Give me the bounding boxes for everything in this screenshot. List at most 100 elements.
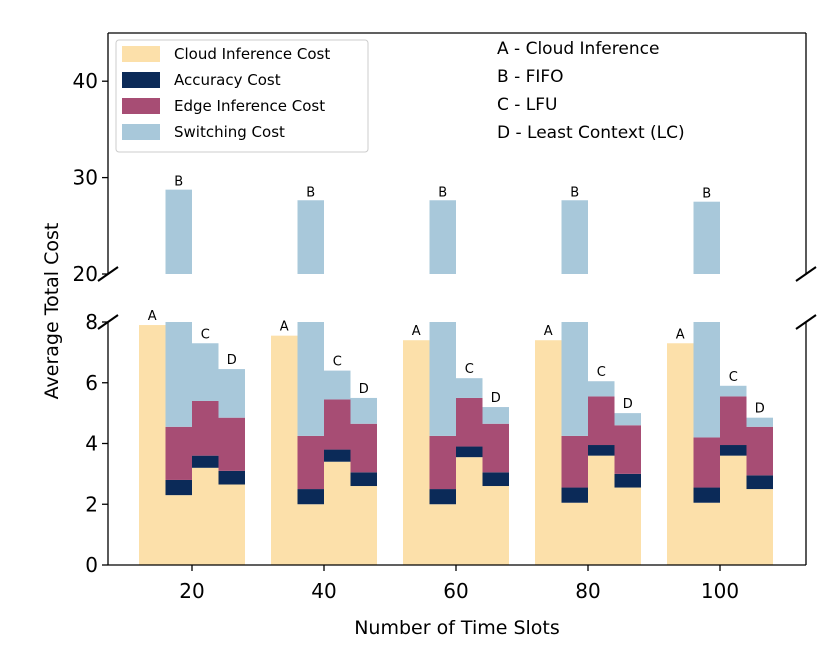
bar-segment-D-20-edge (218, 417, 245, 471)
bar-segment-A-100-cloud (667, 343, 694, 565)
method-notes: A - Cloud Inference B - FIFO C - LFU D - Le… (497, 39, 685, 143)
bar-segment-upper-B-40-switching (297, 200, 324, 274)
bar-label-A-20: A (148, 309, 157, 324)
bar-segment-upper-B-80-switching (561, 200, 588, 274)
bar-segment-B-80-cloud (561, 502, 588, 565)
bar-segment-A-60-cloud (403, 340, 430, 565)
legend-swatch-4 (122, 124, 160, 140)
bar-segment-B-80-switching (561, 322, 588, 436)
bar-segment-B-20-accuracy (165, 479, 192, 496)
legend: Cloud Inference Cost Accuracy Cost Edge In… (115, 39, 369, 153)
bar-segment-D-40-switching (350, 397, 377, 424)
bar-label-D-40: D (359, 382, 369, 397)
lower-y-tick-label-8: 8 (85, 310, 98, 334)
bar-segment-B-100-edge (693, 437, 720, 488)
bar-segment-D-20-switching (218, 369, 245, 418)
bar-segment-C-80-edge (588, 396, 615, 446)
bar-segment-C-80-accuracy (588, 445, 615, 456)
bar-segment-A-40-cloud (271, 335, 298, 565)
bar-segment-D-60-cloud (482, 486, 509, 565)
bar-label-B-80: B (570, 185, 579, 200)
bar-label-A-80: A (544, 324, 553, 339)
bar-segment-B-20-switching (165, 322, 192, 427)
bar-segment-B-100-switching (693, 322, 720, 438)
bar-segment-C-60-accuracy (456, 446, 483, 458)
method-note-3: C - LFU (497, 95, 558, 115)
x-tick-label-80: 80 (575, 579, 600, 603)
bar-label-C-80: C (597, 365, 606, 380)
bar-segment-D-20-accuracy (218, 470, 245, 485)
x-tick-label-100: 100 (701, 579, 739, 603)
bar-label-D-20: D (227, 353, 237, 368)
bar-segment-D-80-switching (614, 413, 641, 426)
legend-swatch-3 (122, 98, 160, 114)
bar-segment-D-40-edge (350, 423, 377, 473)
upper-y-tick-label-40: 40 (73, 69, 98, 93)
bar-segment-B-40-edge (297, 435, 324, 490)
bar-segment-A-20-cloud (139, 325, 166, 565)
bar-segment-D-60-edge (482, 423, 509, 473)
bar-label-C-20: C (201, 327, 210, 342)
bar-segment-B-60-switching (429, 322, 456, 436)
bar-label-D-60: D (491, 391, 501, 406)
break-mark-lower-right (795, 314, 817, 330)
bar-segment-D-80-accuracy (614, 473, 641, 488)
bar-segment-D-80-cloud (614, 487, 641, 565)
bar-segment-upper-B-60-switching (429, 200, 456, 274)
legend-label-1: Cloud Inference Cost (174, 45, 330, 63)
bar-label-D-80: D (623, 397, 633, 412)
bar-label-C-40: C (333, 355, 342, 370)
upper-y-tick-label-20: 20 (73, 262, 98, 286)
bar-segment-D-40-accuracy (350, 472, 377, 487)
bar-segment-C-80-switching (588, 381, 615, 397)
bar-label-B-60: B (438, 185, 447, 200)
bar-segment-D-60-switching (482, 407, 509, 424)
bar-label-B-20: B (174, 175, 183, 190)
bar-segment-D-100-accuracy (746, 475, 773, 490)
bar-label-A-40: A (280, 320, 289, 335)
bar-segment-C-100-accuracy (720, 445, 747, 456)
method-note-4: D - Least Context (LC) (497, 123, 685, 143)
bar-segment-B-20-cloud (165, 495, 192, 565)
method-note-1: A - Cloud Inference (497, 39, 659, 59)
bar-segment-A-80-cloud (535, 340, 562, 565)
bar-segment-D-100-cloud (746, 489, 773, 565)
upper-y-tick-label-30: 30 (73, 166, 98, 190)
bar-segment-C-20-switching (192, 343, 219, 401)
legend-box (115, 39, 369, 153)
bar-label-B-100: B (702, 187, 711, 202)
axis-frames (97, 32, 817, 566)
bar-segment-C-100-switching (720, 385, 747, 397)
bar-label-D-100: D (755, 402, 765, 417)
bar-segment-C-40-switching (324, 370, 351, 400)
upper-panel-bars: BB B B B (165, 175, 720, 274)
lower-y-tick-label-4: 4 (85, 432, 98, 456)
lower-y-tick-label-2: 2 (85, 492, 98, 516)
bar-segment-B-60-cloud (429, 504, 456, 565)
x-tick-label-60: 60 (443, 579, 468, 603)
bar-segment-B-40-switching (297, 322, 324, 436)
bar-segment-B-100-cloud (693, 502, 720, 565)
legend-swatch-1 (122, 46, 160, 62)
bar-segment-D-60-accuracy (482, 472, 509, 487)
bar-segment-C-20-edge (192, 400, 219, 456)
bar-segment-B-20-edge (165, 426, 192, 480)
bar-segment-C-40-edge (324, 399, 351, 450)
bar-segment-upper-B-20-switching (165, 189, 192, 274)
bar-label-A-60: A (412, 324, 421, 339)
bar-label-C-60: C (465, 362, 474, 377)
bar-segment-D-80-edge (614, 425, 641, 474)
bar-segment-B-40-cloud (297, 504, 324, 565)
bar-segment-C-20-cloud (192, 467, 219, 565)
bar-segment-D-40-cloud (350, 486, 377, 565)
x-axis-title: Number of Time Slots (354, 617, 560, 639)
bar-segment-C-20-accuracy (192, 455, 219, 468)
bar-segment-D-100-edge (746, 426, 773, 476)
bar-segment-C-60-cloud (456, 457, 483, 565)
bar-segment-B-80-edge (561, 435, 588, 488)
bar-segment-B-80-accuracy (561, 487, 588, 503)
bar-segment-C-60-switching (456, 378, 483, 398)
bar-segment-C-100-cloud (720, 455, 747, 565)
break-mark-upper-right (795, 266, 817, 282)
legend-swatch-2 (122, 72, 160, 88)
